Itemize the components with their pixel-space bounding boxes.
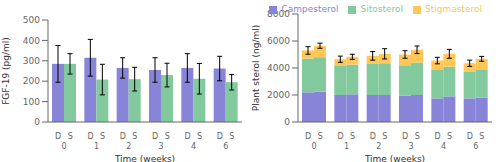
svg-text:4000: 4000 (267, 63, 290, 73)
svg-text:8000: 8000 (267, 9, 290, 19)
svg-text:D: D (402, 132, 408, 141)
svg-text:D: D (152, 132, 158, 141)
html-text:Campesterol: Campesterol (281, 4, 339, 14)
svg-text:Time (weeks): Time (weeks) (114, 154, 175, 162)
svg-text:D: D (434, 132, 440, 141)
svg-text:6: 6 (223, 142, 228, 151)
svg-text:S: S (100, 132, 105, 141)
svg-text:Time (weeks): Time (weeks) (364, 154, 425, 162)
svg-text:1: 1 (344, 142, 349, 151)
svg-text:D: D (217, 132, 223, 141)
svg-text:D: D (467, 132, 473, 141)
svg-text:500: 500 (23, 15, 40, 25)
svg-text:S: S (229, 132, 234, 141)
html-text:Sitosterol: Sitosterol (360, 4, 403, 14)
svg-text:3: 3 (159, 142, 164, 151)
svg-text:FGF-19 (pg/ml): FGF-19 (pg/ml) (8, 37, 11, 105)
svg-text:D: D (370, 132, 376, 141)
svg-text:D: D (305, 132, 311, 141)
svg-text:2: 2 (376, 142, 381, 151)
svg-text:100: 100 (23, 97, 40, 107)
svg-text:0: 0 (62, 142, 67, 151)
svg-text:S: S (197, 132, 202, 141)
svg-text:S: S (132, 132, 137, 141)
svg-text:2: 2 (126, 142, 131, 151)
svg-text:6: 6 (473, 142, 478, 151)
svg-text:200: 200 (23, 76, 40, 86)
svg-text:D: D (55, 132, 61, 141)
svg-text:6000: 6000 (267, 36, 290, 46)
svg-text:S: S (447, 132, 452, 141)
svg-text:2000: 2000 (267, 90, 290, 100)
svg-text:1: 1 (94, 142, 99, 151)
svg-text:D: D (87, 132, 93, 141)
html-text:Stigmasterol: Stigmasterol (425, 4, 482, 14)
svg-text:S: S (479, 132, 484, 141)
svg-text:0: 0 (312, 142, 317, 151)
svg-text:S: S (415, 132, 420, 141)
svg-text:0: 0 (284, 117, 290, 127)
svg-text:S: S (165, 132, 170, 141)
svg-text:S: S (350, 132, 355, 141)
svg-text:4: 4 (441, 142, 446, 151)
svg-text:3: 3 (409, 142, 414, 151)
svg-text:400: 400 (23, 36, 40, 46)
svg-text:S: S (68, 132, 73, 141)
svg-text:D: D (337, 132, 343, 141)
svg-text:S: S (382, 132, 387, 141)
svg-text:S: S (318, 132, 323, 141)
svg-text:D: D (184, 132, 190, 141)
svg-text:Plant sterol (ng/ml): Plant sterol (ng/ml) (251, 25, 261, 111)
svg-text:300: 300 (23, 56, 40, 66)
svg-text:D: D (120, 132, 126, 141)
svg-text:4: 4 (191, 142, 196, 151)
svg-text:0: 0 (34, 117, 40, 127)
